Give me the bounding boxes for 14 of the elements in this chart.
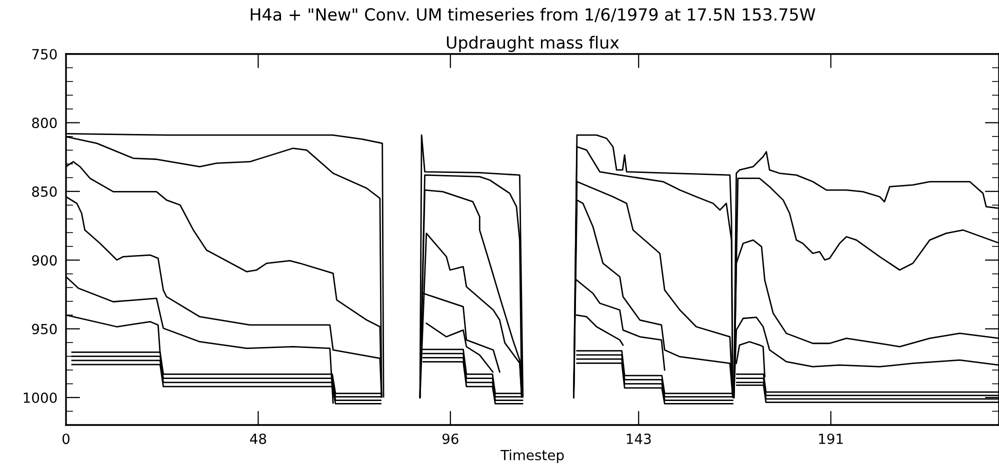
x-axis-title: Timestep xyxy=(500,450,564,463)
y-tick-label: 950 xyxy=(32,324,57,334)
y-tick-label: 900 xyxy=(32,255,57,266)
y-tick-label: 850 xyxy=(32,186,57,197)
y-tick-label: 800 xyxy=(32,118,57,128)
x-tick-label: 191 xyxy=(819,434,843,444)
chart-subtitle: Updraught mass flux xyxy=(446,36,619,52)
y-tick-label: 1000 xyxy=(24,392,57,403)
x-tick-label: 143 xyxy=(626,434,651,444)
x-tick-label: 96 xyxy=(442,434,458,444)
chart-title: H4a + "New" Conv. UM timeseries from 1/6/1979 at 17.5N 153.75W xyxy=(250,8,816,22)
x-tick-label: 48 xyxy=(250,434,266,444)
y-tick-label: 750 xyxy=(32,48,57,60)
x-tick-label: 0 xyxy=(62,434,70,444)
